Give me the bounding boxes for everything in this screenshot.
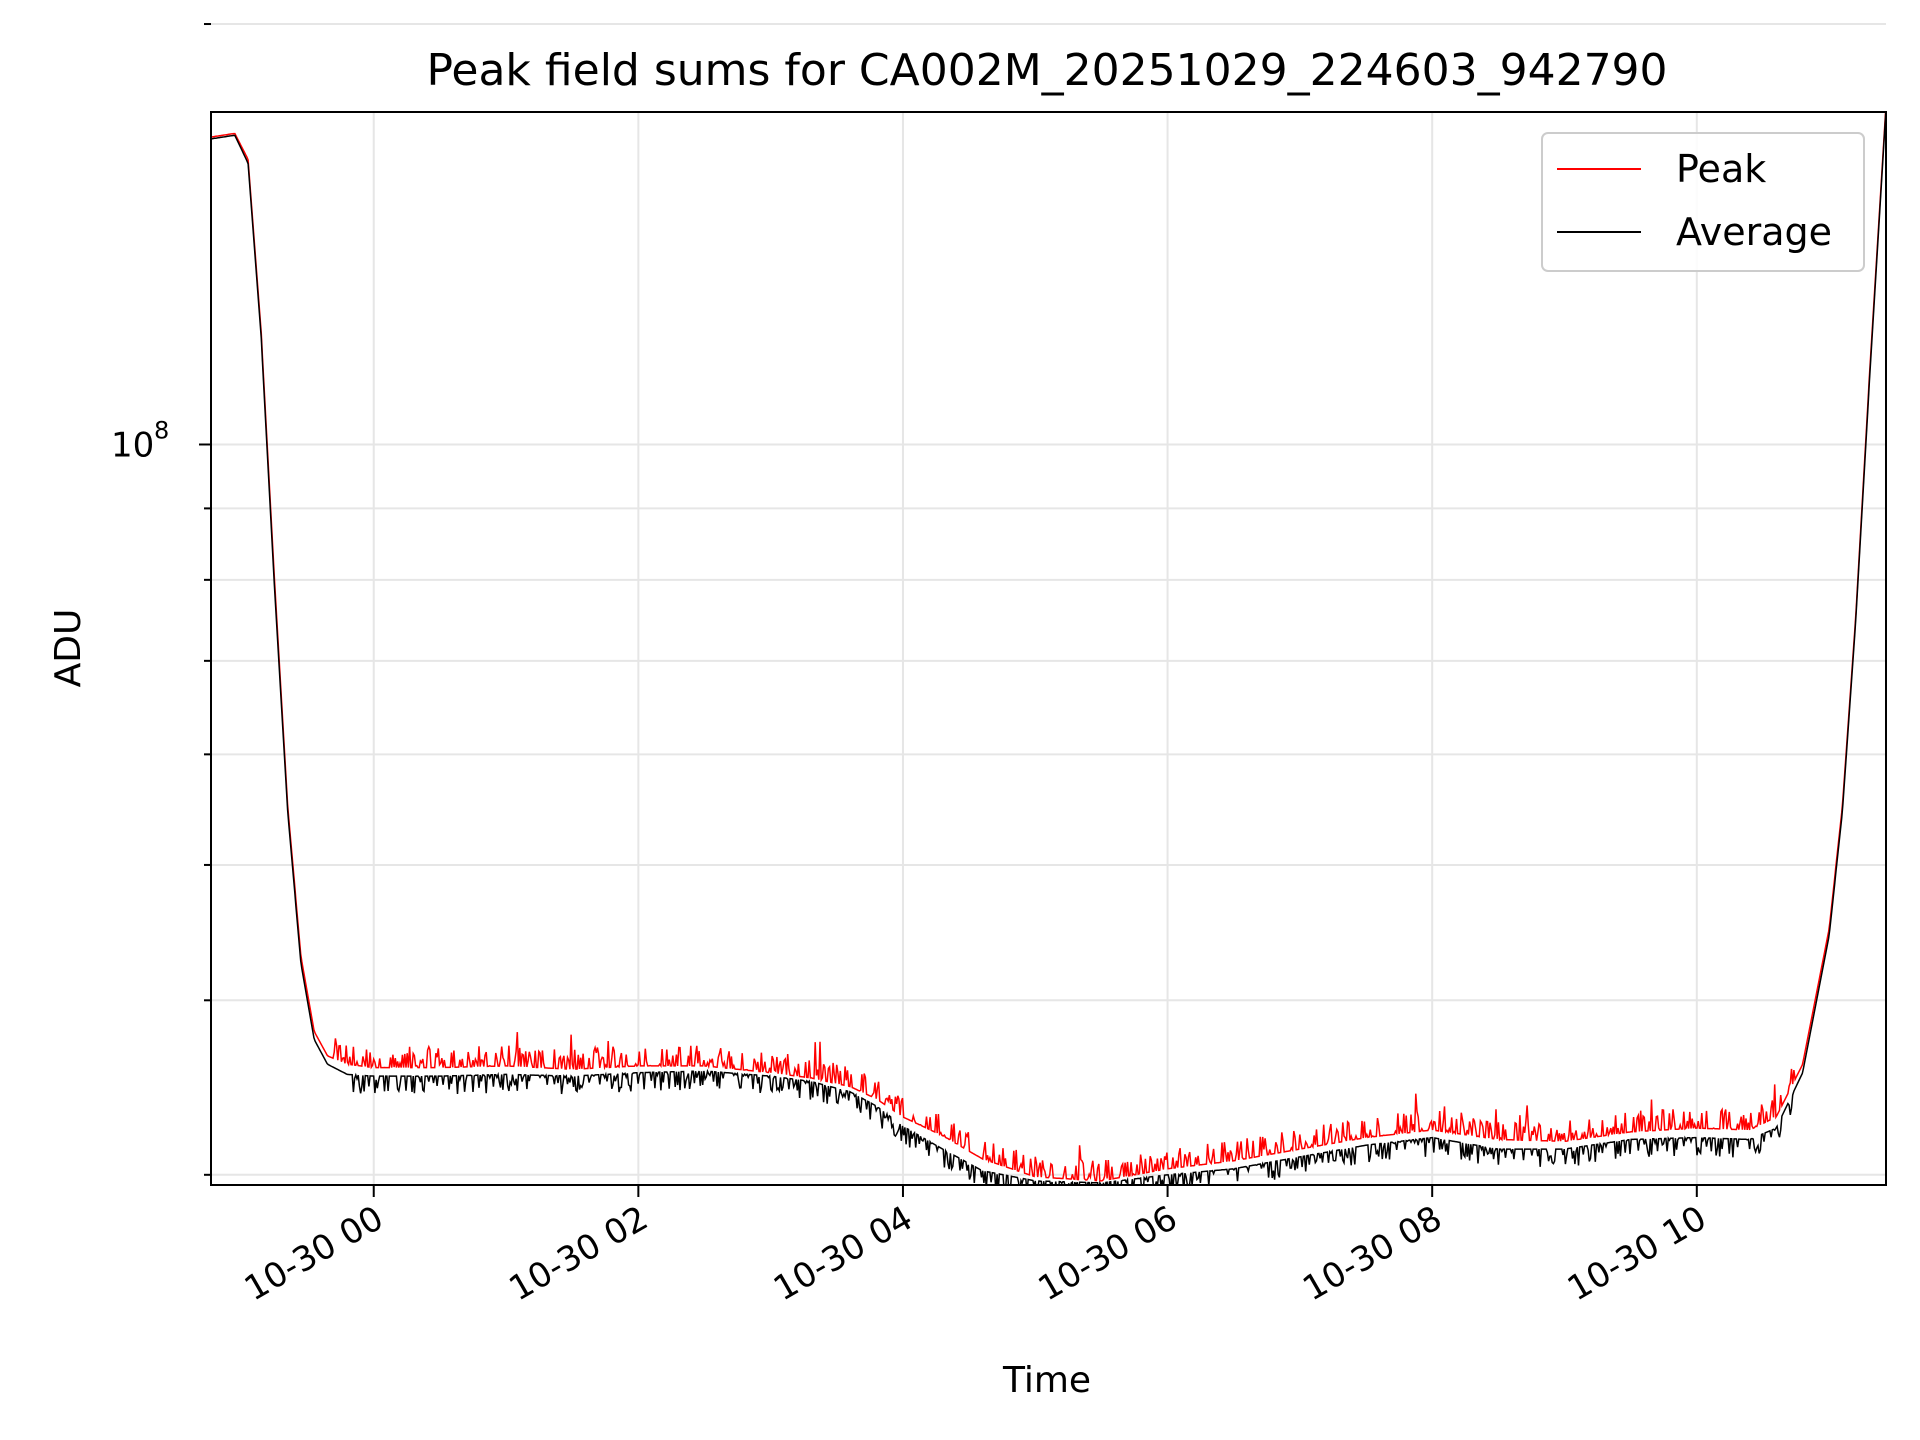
y-tick-label: 10 8 (111, 416, 169, 465)
y-tick-exponent: 8 (154, 416, 169, 444)
legend-peak-label: Peak (1676, 147, 1766, 191)
chart-title: Peak field sums for CA002M_20251029_2246… (426, 45, 1667, 96)
x-axis-label: Time (1002, 1360, 1091, 1401)
series-line-peak (211, 112, 1886, 1182)
y-tick-base: 10 (111, 425, 154, 465)
plot-frame (210, 111, 1887, 1186)
legend: Peak Average (1541, 132, 1865, 272)
series-layer (211, 112, 1886, 1185)
y-axis: 10 8 (111, 23, 211, 1176)
y-axis-label: ADU (48, 609, 89, 688)
legend-average-label: Average (1676, 210, 1832, 254)
series-line-average (211, 112, 1886, 1185)
grid (211, 23, 1886, 1185)
legend-box (1541, 132, 1865, 272)
